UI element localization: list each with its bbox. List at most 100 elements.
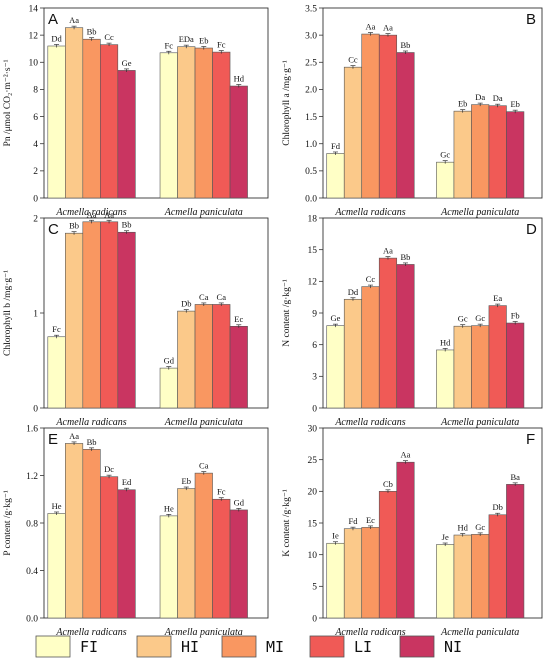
y-tick-label: 0.0 [26, 614, 38, 624]
data-label: Gd [234, 497, 245, 507]
bar-hi [343, 528, 363, 619]
data-label: Aa [383, 23, 393, 33]
data-label: Ec [234, 314, 243, 324]
data-label: Bb [69, 221, 79, 231]
data-label: Fb [511, 311, 520, 321]
bar-ni [229, 509, 248, 619]
bar-ni [506, 111, 525, 199]
x-category-label: Acmella radicans [55, 417, 126, 428]
legend-label-hi: HI [181, 638, 199, 656]
bar-li [378, 34, 398, 199]
bar-mi [471, 534, 490, 619]
y-tick-label: 15 [308, 519, 318, 529]
bar-li [100, 221, 119, 409]
bar-mi [194, 47, 213, 199]
bar-fi [436, 161, 455, 199]
panel-letter: F [526, 431, 535, 448]
data-label: Eb [510, 99, 519, 109]
bar-ni [506, 322, 525, 409]
data-label: Fc [165, 40, 174, 50]
y-axis-label: P content /g·kg⁻¹ [3, 490, 13, 556]
y-axis-label: N content /g·kg⁻¹ [282, 279, 292, 347]
chart-panel-f: 0 5 10 15 20 25 30 K content /g·kg⁻¹ F Ie Fd Ec Cb Aa… [282, 424, 543, 638]
data-label: Bb [87, 437, 97, 447]
bar-li [212, 498, 231, 619]
bar-mi [82, 221, 101, 409]
y-tick-label: 1.5 [305, 113, 317, 123]
bar-mi [194, 304, 213, 409]
y-tick-label: 20 [308, 488, 318, 498]
bar-mi [471, 325, 490, 409]
data-label: Ba [510, 472, 520, 482]
chart-panel-b: 0.0 0.5 1.0 1.5 2.0 2.5 3.0 3.5 Chlorophyll a /m… [282, 4, 543, 218]
bar-hi [177, 310, 196, 409]
y-axis-label: Chlorophyll a /mg·g⁻¹ [282, 60, 292, 146]
bar-hi [177, 46, 196, 199]
bar-li [378, 257, 398, 409]
data-label: Dd [348, 287, 359, 297]
data-label: Eb [182, 476, 191, 486]
bar-fi [47, 513, 66, 619]
panel-letter: E [48, 431, 58, 448]
x-category-label: Acmella paniculata [440, 627, 519, 638]
y-tick-label: 3.5 [305, 4, 317, 14]
y-tick-label: 0 [33, 194, 38, 204]
bar-fi [326, 153, 345, 199]
y-tick-label: 2.0 [305, 86, 317, 96]
legend-label-li: LI [354, 638, 372, 656]
data-label: He [164, 503, 174, 513]
data-label: Ca [199, 461, 209, 471]
y-tick-label: 0 [312, 404, 317, 414]
data-label: Aa [87, 209, 97, 219]
y-tick-label: 0.4 [26, 567, 38, 577]
y-tick-label: 1 [33, 309, 38, 319]
y-tick-label: 14 [29, 4, 39, 14]
x-category-label: Acmella paniculata [440, 207, 519, 218]
data-label: Ca [199, 292, 209, 302]
chart-panel-d: 0 3 6 9 12 15 18 N content /g·kg⁻¹ D Ge Dd Cc Aa Bb Ac… [282, 214, 543, 428]
data-label: Eb [458, 99, 467, 109]
bar-fi [47, 45, 66, 199]
data-label: Aa [69, 431, 79, 441]
bar-ni [396, 52, 415, 199]
bar-ni [117, 70, 136, 199]
bar-li [212, 304, 231, 409]
data-label: Aa [69, 15, 79, 25]
y-tick-label: 4 [33, 140, 38, 150]
legend-swatch-ni [399, 635, 435, 658]
data-label: Hd [457, 523, 468, 533]
data-label: Da [475, 92, 485, 102]
bar-hi [177, 488, 196, 619]
bar-li [212, 51, 231, 199]
y-tick-label: 6 [33, 113, 38, 123]
y-tick-label: 2.5 [305, 59, 317, 69]
bar-ni [506, 484, 525, 619]
data-label: Ge [122, 58, 132, 68]
x-category-label: Acmella paniculata [164, 207, 243, 218]
panel-letter: A [48, 11, 58, 28]
x-category-label: Acmella paniculata [440, 417, 519, 428]
data-label: Gc [440, 150, 450, 160]
chart-panel-a: 0 2 4 6 8 10 12 14 Pn /μmol CO₂·m⁻²·s⁻¹ A Dd Aa Bb Cc… [3, 4, 269, 218]
data-label: Bb [401, 252, 411, 262]
data-label: Fd [348, 516, 358, 526]
y-tick-label: 1.0 [305, 140, 317, 150]
bar-hi [453, 110, 472, 199]
bar-hi [65, 27, 84, 199]
y-tick-label: 3.0 [305, 31, 317, 41]
data-label: Bb [122, 220, 132, 230]
chart-panel-e: 0.0 0.4 0.8 1.2 1.6 P content /g·kg⁻¹ E He Aa Bb D… [3, 424, 269, 638]
bar-mi [194, 472, 213, 619]
legend-swatch-hi [136, 635, 172, 658]
y-tick-label: 10 [308, 551, 318, 561]
y-tick-label: 25 [308, 456, 318, 466]
bar-mi [361, 527, 380, 619]
x-category-label: Acmella paniculata [164, 417, 243, 428]
bar-li [378, 491, 398, 619]
data-label: Gd [164, 356, 175, 366]
y-tick-label: 0 [33, 404, 38, 414]
bar-ni [117, 231, 136, 409]
data-label: Ie [332, 531, 339, 541]
data-label: Cc [348, 55, 358, 65]
